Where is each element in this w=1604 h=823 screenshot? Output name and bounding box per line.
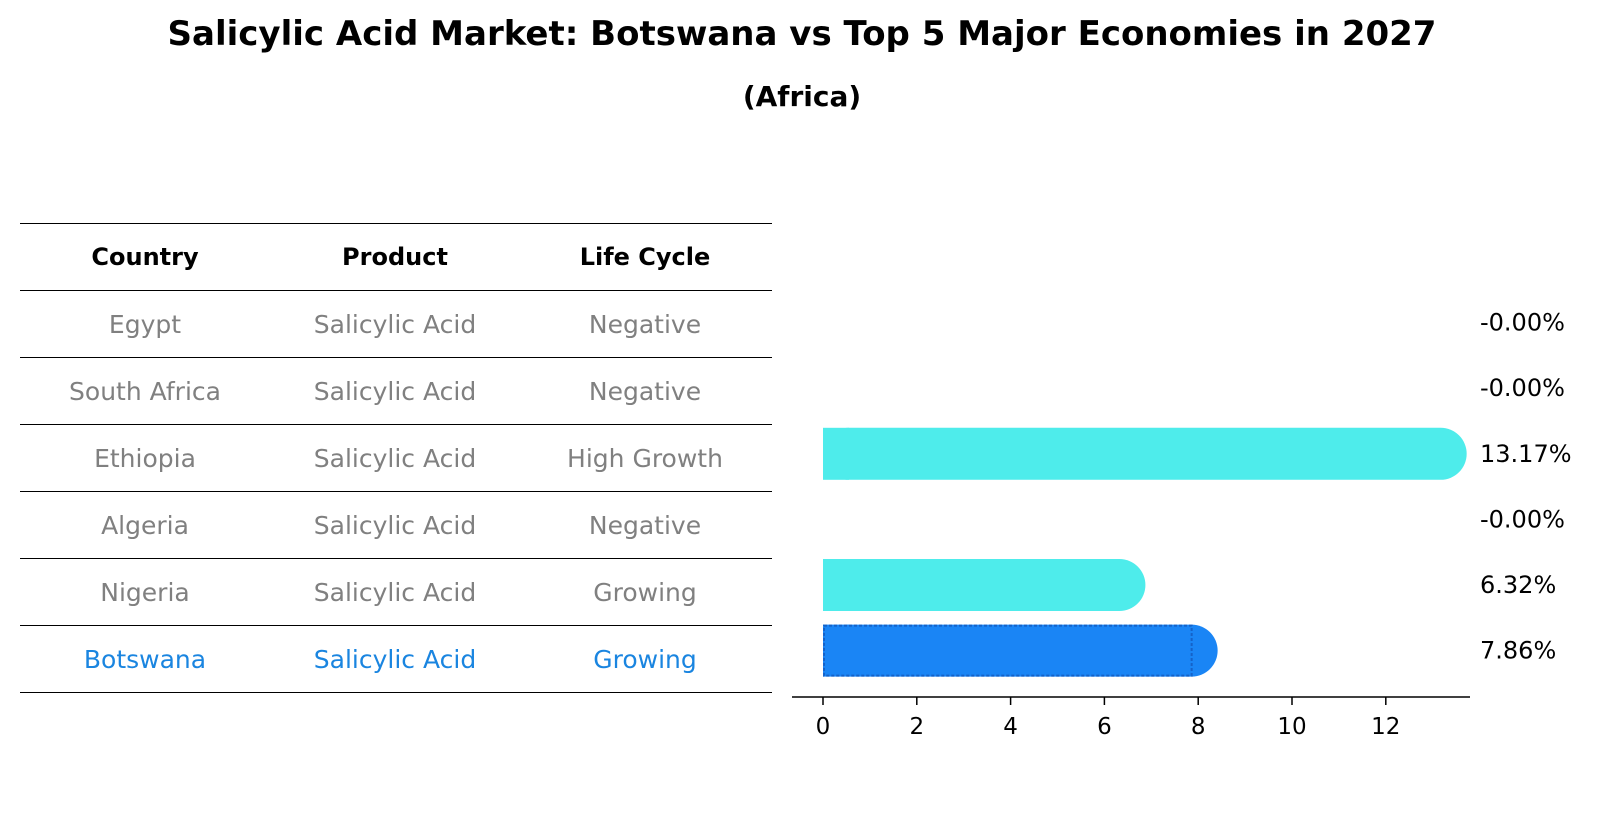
- table-row-highlighted: Botswana Salicylic Acid Growing: [20, 625, 772, 693]
- life-cycle-cell: Negative: [588, 309, 702, 339]
- header-country: Country: [91, 243, 199, 271]
- x-tick-label: 6: [1097, 714, 1112, 740]
- value-label: -0.00%: [1480, 374, 1565, 402]
- value-label: 6.32%: [1480, 571, 1556, 599]
- table-row: Algeria Salicylic Acid Negative: [20, 491, 772, 558]
- table-row: Egypt Salicylic Acid Negative: [20, 290, 772, 357]
- product-cell: Salicylic Acid: [313, 510, 477, 540]
- table-row: Nigeria Salicylic Acid Growing: [20, 558, 772, 625]
- country-cell: Botswana: [83, 644, 207, 674]
- country-cell: Egypt: [108, 309, 182, 339]
- product-cell: Salicylic Acid: [313, 443, 477, 473]
- chart-subtitle: (Africa): [742, 80, 862, 113]
- x-tick-label: 12: [1371, 714, 1400, 740]
- life-cycle-cell: Negative: [588, 376, 702, 406]
- x-tick-label: 4: [1003, 714, 1018, 740]
- bar-left-edge: [823, 427, 849, 480]
- x-tick-label: 10: [1277, 714, 1306, 740]
- value-label: -0.00%: [1480, 309, 1565, 337]
- country-cell: South Africa: [69, 376, 221, 406]
- product-cell: Salicylic Acid: [313, 309, 477, 339]
- bar-highlighted: [823, 624, 1218, 677]
- x-tick-label: 0: [816, 714, 831, 740]
- life-cycle-cell: Negative: [588, 510, 702, 540]
- table-row: South Africa Salicylic Acid Negative: [20, 357, 772, 424]
- x-tick-label: 2: [909, 714, 924, 740]
- product-cell: Salicylic Acid: [313, 376, 477, 406]
- country-cell: Ethiopia: [94, 443, 196, 473]
- life-cycle-cell: High Growth: [567, 443, 723, 473]
- country-cell: Nigeria: [100, 577, 190, 607]
- table-row: Ethiopia Salicylic Acid High Growth: [20, 424, 772, 491]
- product-cell: Salicylic Acid: [313, 577, 477, 607]
- chart-title: Salicylic Acid Market: Botswana vs Top 5…: [167, 14, 1437, 54]
- bar-left-edge: [823, 624, 849, 677]
- value-label: 13.17%: [1480, 440, 1572, 468]
- header-life-cycle: Life Cycle: [579, 243, 711, 271]
- life-cycle-cell: Growing: [593, 577, 697, 607]
- bar: [823, 559, 1146, 611]
- table-header-row: Country Product Life Cycle: [20, 223, 772, 290]
- value-label: 7.86%: [1480, 637, 1556, 665]
- product-cell: Salicylic Acid: [313, 644, 477, 674]
- country-table: Country Product Life Cycle Egypt Salicyl…: [20, 223, 772, 693]
- value-label: -0.00%: [1480, 505, 1565, 533]
- x-tick-label: 8: [1191, 714, 1206, 740]
- header-product: Product: [342, 243, 448, 271]
- bar-left-edge: [823, 559, 849, 611]
- life-cycle-cell: Growing: [593, 644, 697, 674]
- country-cell: Algeria: [101, 510, 189, 540]
- bar: [823, 427, 1467, 480]
- bar-highlight-outline: [823, 624, 1193, 677]
